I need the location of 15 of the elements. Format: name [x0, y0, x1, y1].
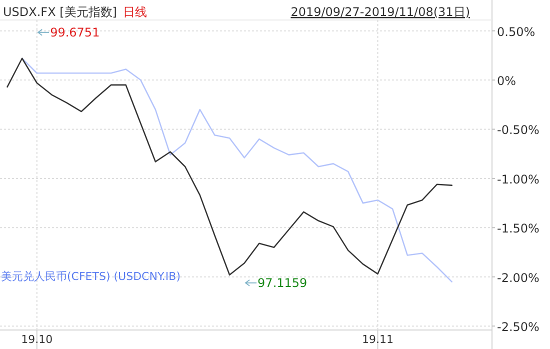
y-tick-label: -0.50% [497, 123, 540, 138]
chart-title: USDX.FX [美元指数] [3, 5, 117, 19]
annotation: 97.1159 [258, 276, 308, 290]
y-tick-label: 0.50% [497, 24, 536, 39]
y-tick-label: 0% [497, 74, 516, 88]
text: 2019/09/27-2019/11/08(31日) [290, 5, 470, 19]
x-tick-label: 19.10 [21, 333, 53, 346]
text: 美元兑人民币(CFETS) (USDCNY.IB) [1, 270, 181, 283]
x-tick-label: 19.11 [362, 333, 394, 346]
chart-subtitle: 日线 [122, 5, 147, 19]
annotation: 99.6751 [50, 25, 100, 40]
y-tick-label: -2.00% [497, 270, 540, 285]
y-tick-label: -2.50% [497, 320, 540, 334]
y-tick-label: -1.00% [497, 172, 540, 186]
y-tick-label: -1.50% [497, 222, 540, 236]
